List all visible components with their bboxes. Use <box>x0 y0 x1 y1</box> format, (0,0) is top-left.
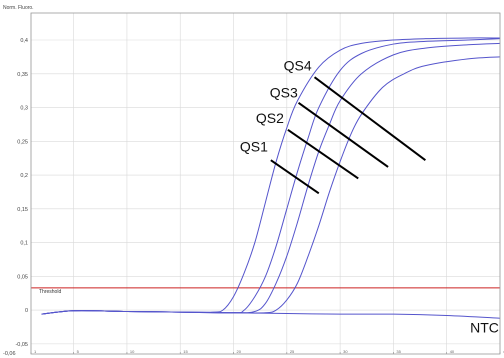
series-label-ntc: NTC <box>470 319 499 335</box>
leader-line-qs3 <box>297 101 389 168</box>
leader-line-qs1 <box>270 159 320 195</box>
series-label-qs4: QS4 <box>284 57 312 73</box>
threshold-label: Threshold <box>39 289 61 295</box>
y-axis-ticks: 0,4 0,35 0,3 0,25 0,2 0,15 0,1 0,05 0 -0,05 <box>15 38 28 348</box>
series-label-qs3: QS3 <box>270 84 298 100</box>
annotations: QS4 QS3 QS2 QS1 NTC <box>240 57 499 335</box>
y-tick-label: 0,3 <box>20 106 28 112</box>
y-tick-label: 0,15 <box>17 207 28 213</box>
series-lines <box>41 37 501 319</box>
plot-frame <box>30 12 501 355</box>
x-tick-label: 10 <box>130 349 135 354</box>
bottom-corner-label: -0,06 <box>3 351 16 357</box>
series-line-ntc <box>41 310 501 319</box>
y-tick-label: 0,2 <box>20 173 28 179</box>
y-tick-label: 0,1 <box>20 241 28 247</box>
y-tick-label: 0 <box>25 308 28 314</box>
x-tick-label: 40 <box>450 349 455 354</box>
x-tick-label: 35 <box>396 349 401 354</box>
leader-line-qs2 <box>287 128 359 180</box>
y-tick-label: 0,05 <box>17 274 28 280</box>
x-tick-label: 5 <box>77 349 80 354</box>
y-tick-label: 0,25 <box>17 139 28 145</box>
x-tick-label: 1 <box>34 349 37 354</box>
y-tick-label: 0,4 <box>20 38 28 44</box>
leader-line-qs4 <box>313 76 426 162</box>
x-tick-label: 30 <box>343 349 348 354</box>
x-tick-label: 20 <box>237 349 242 354</box>
threshold: Threshold <box>31 287 500 295</box>
y-tick-label: -0,05 <box>15 342 28 348</box>
y-tick-label: 0,35 <box>17 72 28 78</box>
series-label-qs2: QS2 <box>256 110 284 126</box>
x-tick-label: 25 <box>290 349 295 354</box>
series-label-qs1: QS1 <box>240 138 268 154</box>
x-tick-label: 15 <box>183 349 188 354</box>
y-axis-label: Norm. Fluoro. <box>3 5 34 11</box>
